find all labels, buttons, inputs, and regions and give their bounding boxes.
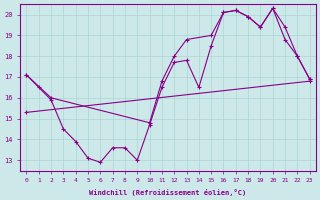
- X-axis label: Windchill (Refroidissement éolien,°C): Windchill (Refroidissement éolien,°C): [90, 189, 247, 196]
